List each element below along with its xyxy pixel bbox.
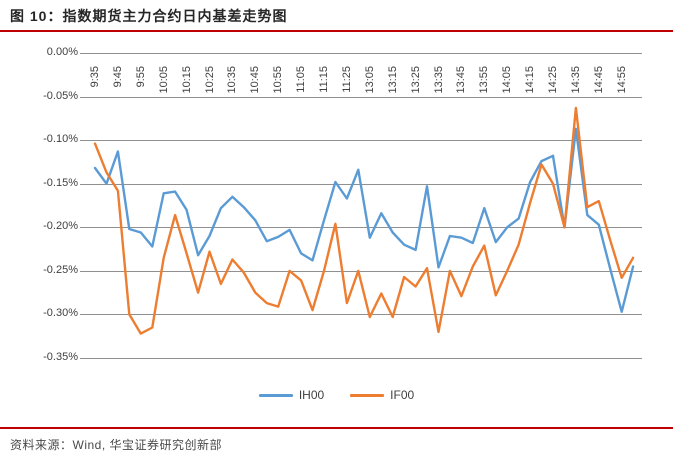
source-note: 资料来源：Wind, 华宝证券研究创新部 [10,438,223,452]
x-axis-label: 14:45 [592,66,605,94]
x-axis-label: 9:55 [134,66,147,88]
x-axis-label: 13:35 [432,66,445,94]
footer-rule [0,427,673,429]
x-axis-label: 13:15 [386,66,399,94]
x-axis-label: 11:15 [318,66,330,93]
x-axis-label: 14:15 [524,66,537,94]
series-line-if00 [93,106,635,335]
x-axis-label-wrap: 9:35 [89,62,110,87]
legend-item-if00: IF00 [350,388,414,402]
legend-line-ih00 [258,393,293,397]
x-axis-label: 11:05 [295,66,308,93]
x-axis-label: 10:55 [272,66,285,94]
x-axis-label: 10:15 [180,66,193,94]
x-axis-label: 14:25 [547,66,559,94]
series-line-ih00 [93,127,635,313]
basis-trend-chart [80,53,642,359]
x-axis-label: 13:05 [363,66,376,94]
x-axis-label: 10:25 [203,66,216,94]
y-axis-label: -0.30% [43,307,78,320]
x-axis-label: 13:55 [478,66,491,94]
figure-title: 图 10：指数期货主力合约日内基差走势图 [10,8,288,24]
legend-line-if00 [350,393,385,397]
x-axis-label: 10:35 [226,66,239,94]
x-axis-label: 10:45 [249,66,262,94]
y-axis-label: -0.05% [43,89,78,102]
legend-item-ih00: IH00 [258,388,325,402]
title-rule [0,30,673,32]
legend-label-if00: IF00 [390,388,415,402]
y-axis-label: -0.10% [43,133,78,146]
y-axis-label: 0.00% [46,46,78,58]
x-axis-label-wrap: 9:55 [135,62,156,87]
y-axis-label: -0.20% [43,220,78,233]
x-axis-label: 9:45 [111,66,124,88]
x-axis-label: 10:05 [157,66,170,94]
x-axis-label-wrap: 9:45 [112,62,133,87]
x-axis-label: 11:25 [340,66,353,93]
y-axis-label: -0.25% [43,263,78,276]
y-axis-label: -0.15% [43,176,78,189]
x-axis-label: 14:35 [569,66,582,94]
y-axis-label: -0.35% [43,351,78,363]
x-axis-label: 14:05 [501,66,514,94]
legend-label-ih00: IH00 [298,388,325,402]
x-axis-label-wrap: 14:55 [616,62,644,94]
x-axis-label: 9:35 [89,66,101,88]
x-axis-label: 13:45 [455,66,468,94]
chart-legend: IH00 IF00 [0,386,673,404]
x-axis-label: 14:55 [615,66,628,94]
x-axis-label: 13:25 [409,66,422,94]
